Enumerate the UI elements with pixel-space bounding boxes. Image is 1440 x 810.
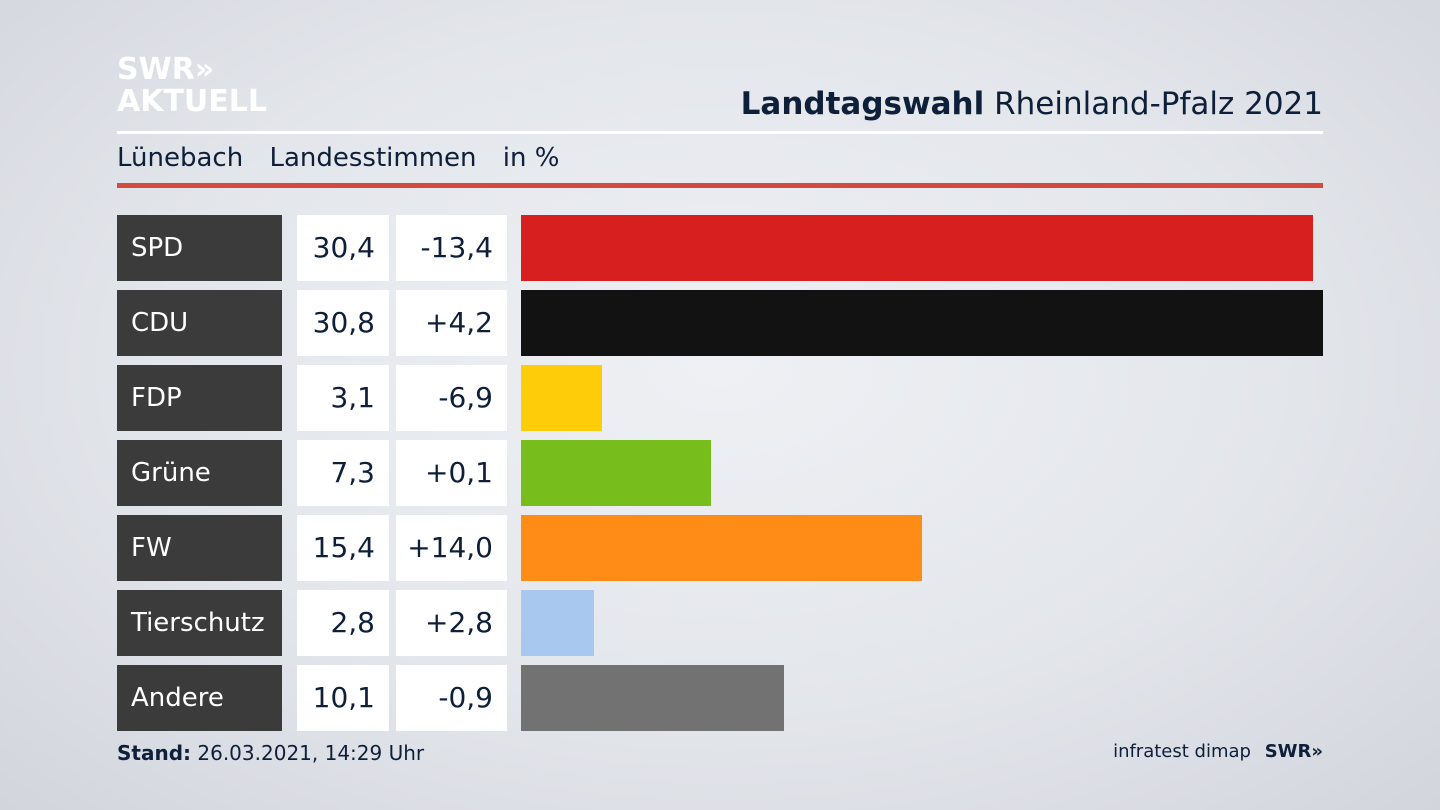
change-value: -0,9 (396, 665, 507, 731)
result-bar (521, 665, 784, 731)
subtitle-type: Landesstimmen (269, 143, 477, 173)
change-value: -6,9 (396, 365, 507, 431)
subtitle-unit: in % (502, 143, 560, 173)
swr-small-logo: SWR» (1264, 741, 1323, 762)
result-bar (521, 215, 1313, 281)
vote-share-value: 15,4 (297, 515, 389, 581)
result-row: FDP 3,1 -6,9 (117, 365, 1323, 431)
change-value: +2,8 (396, 590, 507, 656)
result-row: Andere 10,1 -0,9 (117, 665, 1323, 731)
change-value: -13,4 (396, 215, 507, 281)
page-title: Landtagswahl Rheinland-Pfalz 2021 (741, 86, 1323, 122)
party-label: Tierschutz (117, 590, 282, 656)
party-label: FW (117, 515, 282, 581)
subtitle: Lünebach Landesstimmen in % (117, 143, 577, 173)
result-row: Tierschutz 2,8 +2,8 (117, 590, 1323, 656)
change-value: +14,0 (396, 515, 507, 581)
change-value: +4,2 (396, 290, 507, 356)
change-value: +0,1 (396, 440, 507, 506)
result-row: SPD 30,4 -13,4 (117, 215, 1323, 281)
result-row: FW 15,4 +14,0 (117, 515, 1323, 581)
timestamp: Stand: 26.03.2021, 14:29 Uhr (117, 741, 424, 765)
vote-share-value: 3,1 (297, 365, 389, 431)
result-row: CDU 30,8 +4,2 (117, 290, 1323, 356)
swr-aktuell-logo: SWR» AKTUELL (117, 54, 267, 118)
source-name: infratest dimap (1113, 741, 1251, 762)
vote-share-value: 7,3 (297, 440, 389, 506)
vote-share-value: 2,8 (297, 590, 389, 656)
result-bar (521, 590, 594, 656)
result-bar (521, 440, 711, 506)
party-label: SPD (117, 215, 282, 281)
vote-share-value: 10,1 (297, 665, 389, 731)
header-divider (117, 131, 1323, 134)
vote-share-value: 30,8 (297, 290, 389, 356)
logo-line-1: SWR» (117, 52, 215, 87)
title-bold: Landtagswahl (740, 86, 985, 122)
result-bar (521, 290, 1323, 356)
result-bar (521, 515, 922, 581)
result-row: Grüne 7,3 +0,1 (117, 440, 1323, 506)
vote-share-value: 30,4 (297, 215, 389, 281)
party-label: CDU (117, 290, 282, 356)
title-rest: Rheinland-Pfalz 2021 (994, 86, 1323, 122)
stand-value: 26.03.2021, 14:29 Uhr (197, 741, 425, 765)
result-bar (521, 365, 602, 431)
party-label: Andere (117, 665, 282, 731)
party-label: FDP (117, 365, 282, 431)
party-label: Grüne (117, 440, 282, 506)
source-credit: infratest dimap SWR» (1113, 741, 1323, 762)
subtitle-place: Lünebach (117, 143, 244, 173)
accent-divider (117, 183, 1323, 188)
stand-label: Stand: (117, 741, 192, 765)
logo-line-2: AKTUELL (117, 84, 268, 119)
